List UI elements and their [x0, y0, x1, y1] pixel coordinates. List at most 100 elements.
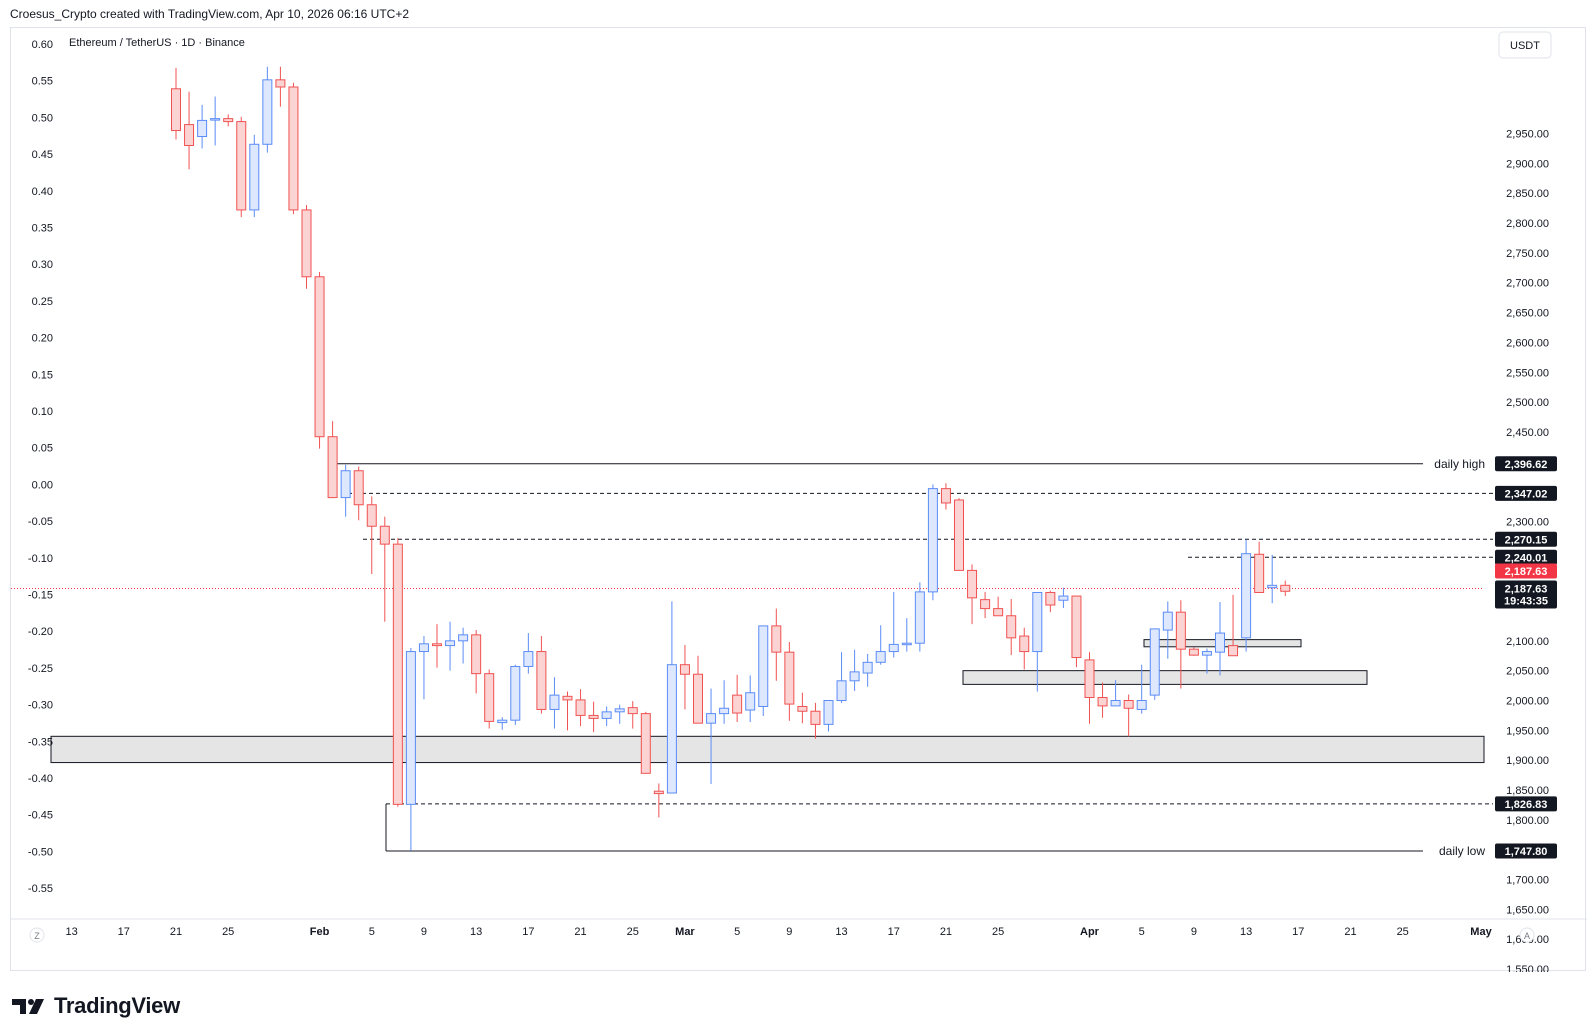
candle[interactable]: [1110, 680, 1121, 707]
candle[interactable]: [719, 680, 730, 724]
candle[interactable]: [601, 706, 612, 727]
candle[interactable]: [497, 717, 508, 730]
candlestick-chart[interactable]: daily high daily low Ethereum / TetherUS …: [11, 28, 1587, 972]
candle[interactable]: [510, 664, 521, 725]
candle[interactable]: [1058, 587, 1069, 608]
candle[interactable]: [810, 702, 821, 739]
candle[interactable]: [732, 674, 743, 722]
candle[interactable]: [549, 677, 560, 729]
candle[interactable]: [210, 96, 221, 146]
candle[interactable]: [405, 647, 416, 851]
candle[interactable]: [523, 633, 534, 674]
current-price-badge[interactable]: [1495, 563, 1557, 579]
candle[interactable]: [927, 484, 938, 601]
candle[interactable]: [1019, 627, 1030, 670]
candle[interactable]: [1071, 595, 1082, 668]
candle[interactable]: [862, 653, 873, 687]
candle[interactable]: [640, 711, 651, 774]
level-price-badge[interactable]: [1495, 549, 1557, 565]
candle[interactable]: [536, 636, 547, 714]
candle[interactable]: [797, 692, 808, 724]
candle[interactable]: [1045, 590, 1056, 613]
candle[interactable]: [249, 134, 260, 218]
candle[interactable]: [197, 104, 208, 149]
candle[interactable]: [1162, 601, 1173, 659]
candle[interactable]: [314, 271, 325, 449]
chart-area[interactable]: daily high daily low Ethereum / TetherUS …: [10, 27, 1587, 972]
candle[interactable]: [223, 114, 234, 127]
candle[interactable]: [888, 591, 899, 658]
candle[interactable]: [171, 67, 181, 140]
candle[interactable]: [745, 675, 756, 722]
candle[interactable]: [1267, 554, 1278, 604]
candle[interactable]: [1215, 602, 1225, 676]
candle[interactable]: [614, 704, 625, 724]
candle[interactable]: [353, 466, 364, 521]
candle[interactable]: [1241, 539, 1252, 652]
candle[interactable]: [901, 618, 912, 652]
candle[interactable]: [588, 701, 599, 733]
level-price-badge[interactable]: [1495, 796, 1557, 812]
candle[interactable]: [653, 783, 664, 818]
level-price-badge[interactable]: [1495, 485, 1557, 501]
candle[interactable]: [693, 655, 703, 724]
candle[interactable]: [1175, 600, 1186, 689]
candle[interactable]: [627, 701, 638, 729]
candle[interactable]: [562, 691, 573, 731]
price-zone[interactable]: [962, 670, 1368, 685]
candle[interactable]: [340, 464, 351, 517]
level-price-badge[interactable]: [1495, 531, 1557, 547]
candle[interactable]: [379, 516, 390, 622]
candle[interactable]: [875, 625, 886, 665]
candle[interactable]: [301, 205, 312, 289]
candle[interactable]: [458, 627, 469, 664]
candle[interactable]: [823, 700, 834, 732]
candle[interactable]: [445, 621, 456, 671]
candle[interactable]: [262, 66, 273, 153]
candle[interactable]: [1254, 541, 1265, 593]
candle[interactable]: [1123, 694, 1134, 737]
candle[interactable]: [849, 649, 860, 691]
candle[interactable]: [940, 483, 951, 510]
candle[interactable]: [418, 636, 429, 700]
currency-button[interactable]: [1498, 31, 1552, 59]
candle[interactable]: [993, 596, 1004, 617]
candle[interactable]: [392, 538, 403, 807]
candle[interactable]: [1149, 628, 1160, 700]
auto-scale-button[interactable]: [1519, 927, 1535, 943]
current-price-countdown-badge[interactable]: [1495, 580, 1557, 609]
candle[interactable]: [784, 642, 795, 721]
candle[interactable]: [954, 498, 964, 571]
price-zone[interactable]: [50, 735, 1485, 764]
candle[interactable]: [666, 601, 677, 794]
candle[interactable]: [575, 689, 586, 727]
candle[interactable]: [1084, 652, 1095, 724]
candle[interactable]: [980, 591, 991, 619]
candle[interactable]: [275, 66, 286, 107]
candle[interactable]: [758, 625, 769, 717]
candle[interactable]: [1006, 599, 1017, 656]
candle[interactable]: [484, 669, 495, 729]
candle[interactable]: [366, 496, 377, 574]
candle[interactable]: [771, 608, 782, 681]
candle[interactable]: [914, 582, 925, 652]
candle[interactable]: [967, 564, 978, 625]
candle[interactable]: [327, 421, 338, 499]
tradingview-logo[interactable]: TradingView: [12, 993, 180, 1019]
candle[interactable]: [1032, 591, 1043, 692]
candle[interactable]: [679, 644, 690, 710]
level-price-badge[interactable]: [1495, 456, 1557, 472]
candle[interactable]: [836, 652, 847, 703]
candle[interactable]: [1201, 648, 1212, 674]
candle[interactable]: [471, 630, 482, 694]
candle[interactable]: [1136, 664, 1147, 714]
level-price-badge[interactable]: [1495, 843, 1557, 859]
candle[interactable]: [184, 91, 195, 170]
candle[interactable]: [706, 688, 717, 785]
timezone-button[interactable]: [29, 927, 45, 943]
candle[interactable]: [432, 624, 442, 668]
candle[interactable]: [236, 116, 247, 218]
candle[interactable]: [1228, 594, 1239, 657]
candle[interactable]: [1188, 647, 1199, 656]
candle[interactable]: [288, 82, 299, 215]
